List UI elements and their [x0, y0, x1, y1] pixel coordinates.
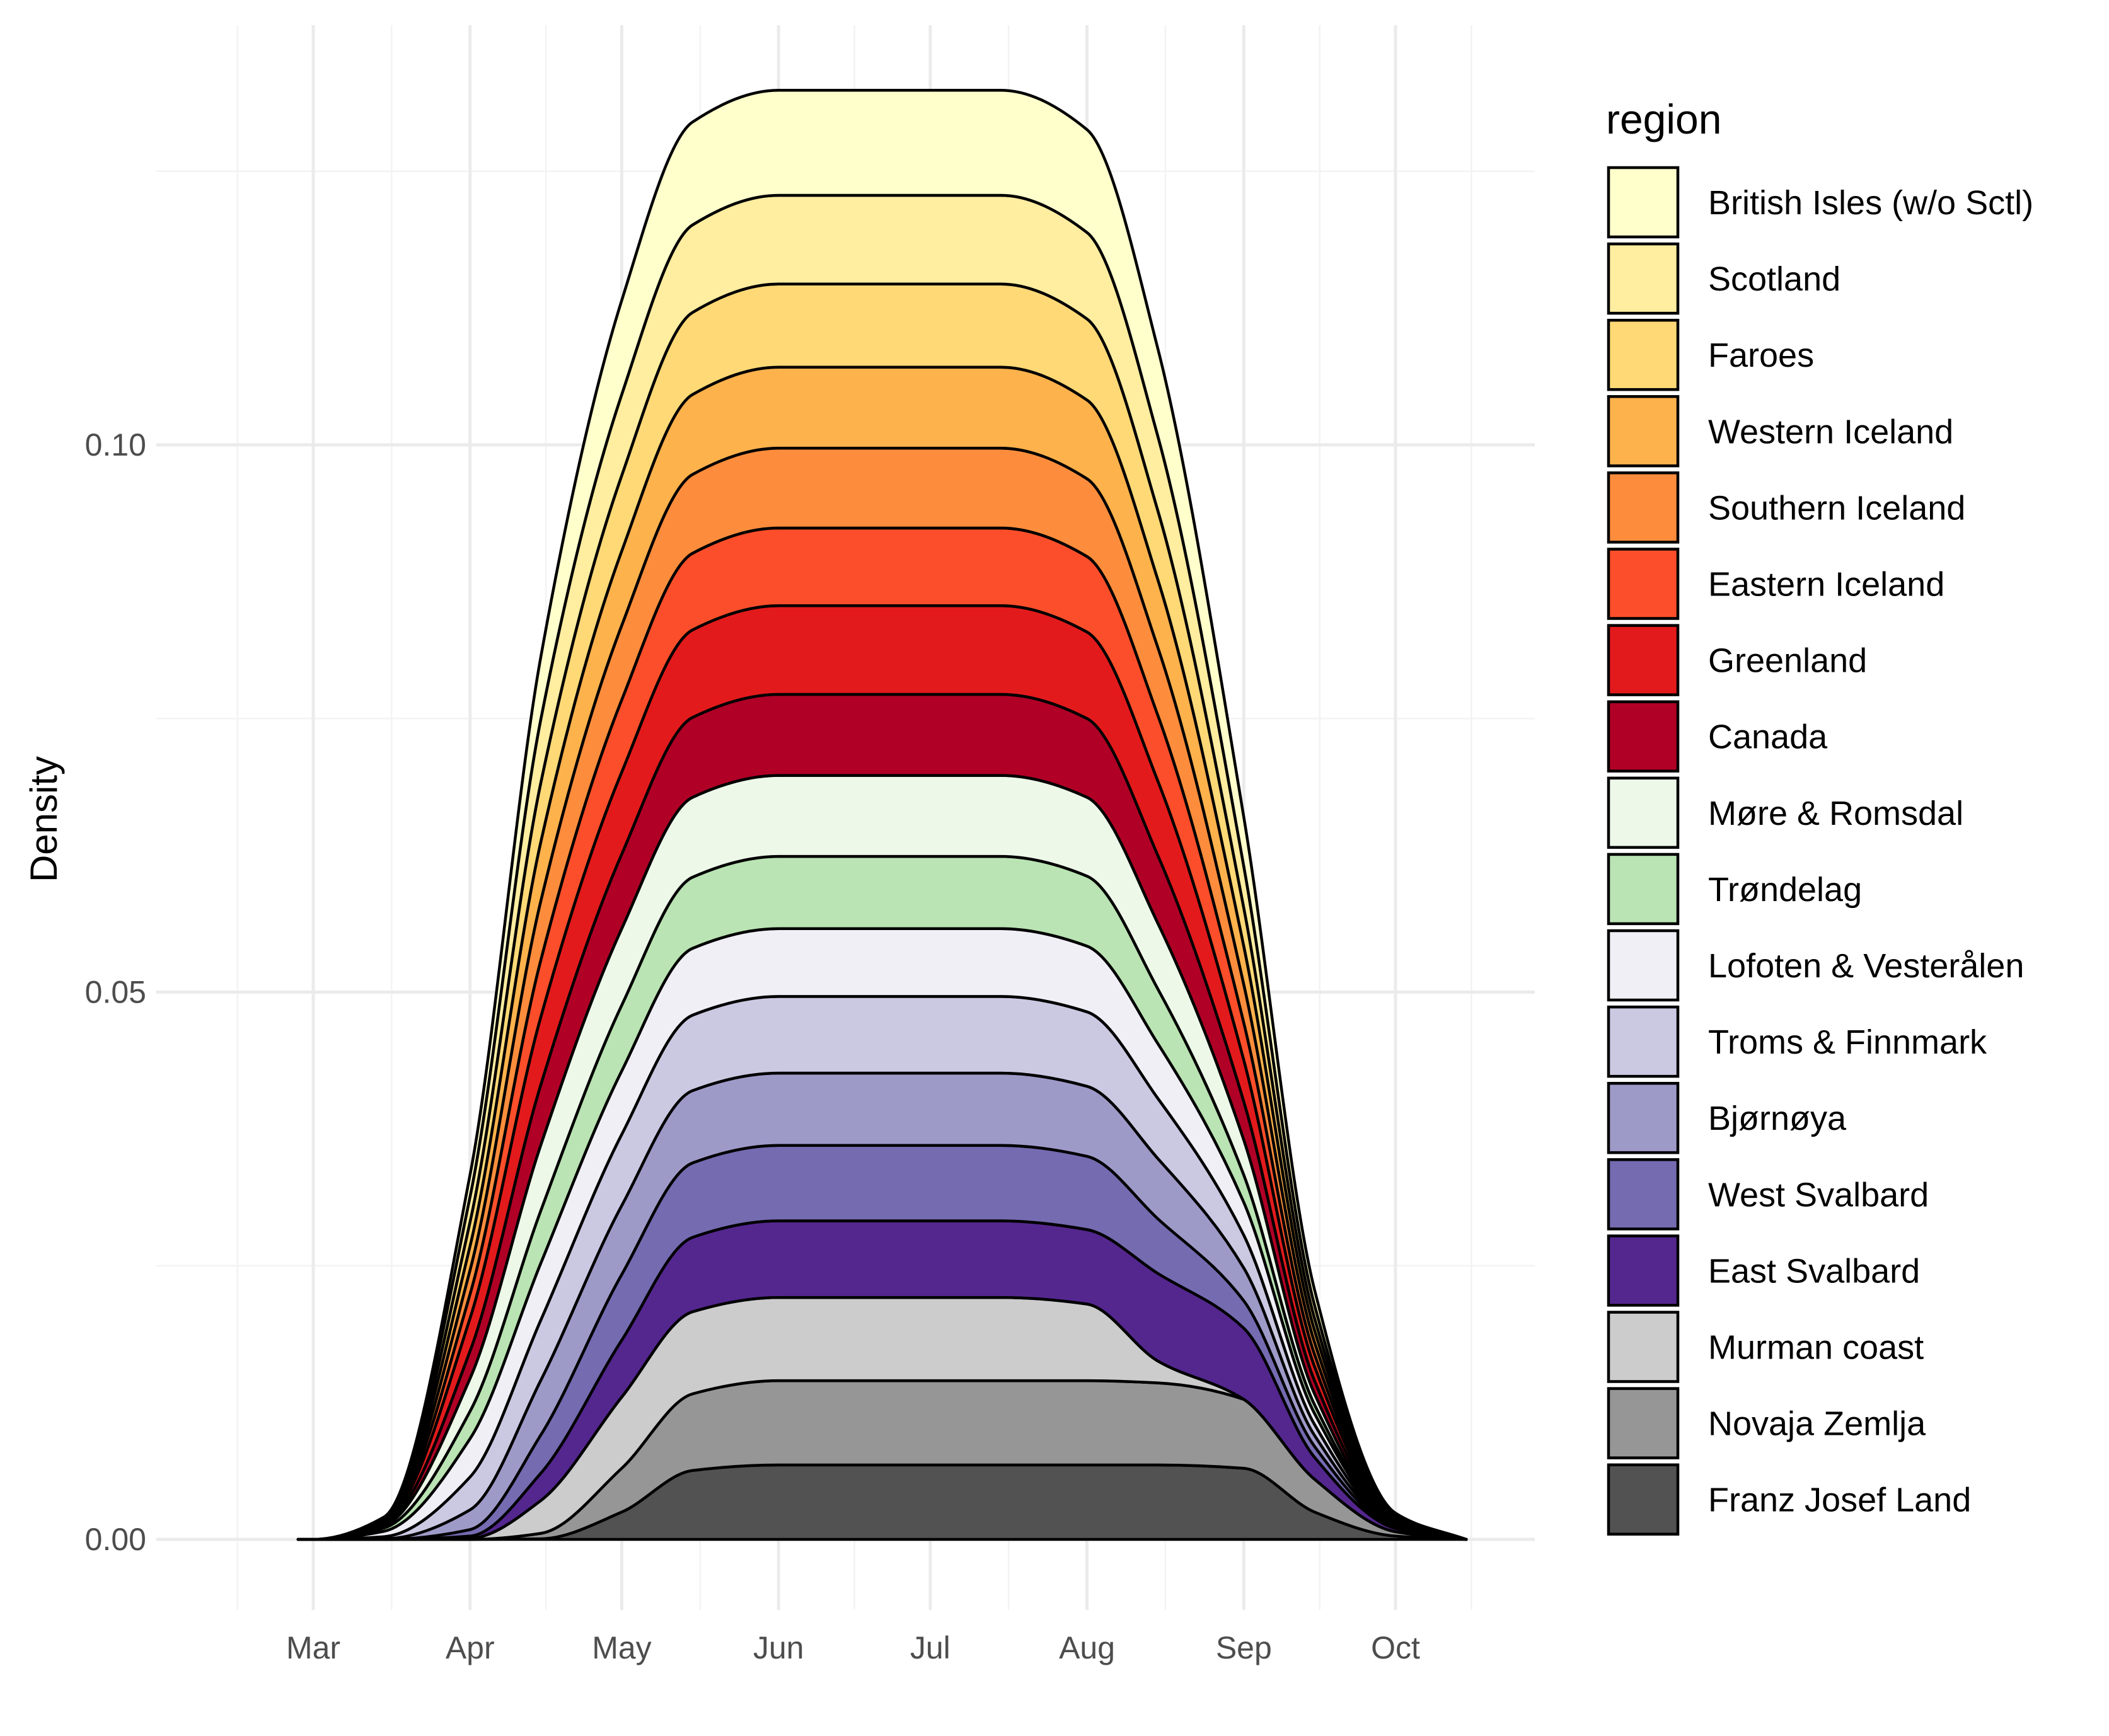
legend-key-east-svalbard	[1607, 1234, 1680, 1307]
plot-areas	[296, 88, 1468, 1541]
legend-key-m-re-romsdal	[1607, 776, 1680, 849]
legend-key-southern-iceland	[1607, 471, 1680, 544]
legend-key-lofoten-vester-len	[1607, 929, 1680, 1002]
legend-label-troms-finnmark: Troms & Finnmark	[1708, 1023, 1987, 1061]
x-tick-apr: Apr	[446, 1630, 495, 1665]
legend-key-eastern-iceland	[1607, 548, 1680, 620]
legend-label-m-re-romsdal: Møre & Romsdal	[1708, 795, 1963, 832]
legend-label-greenland: Greenland	[1708, 642, 1867, 680]
legend-key-bj-rn-ya	[1607, 1081, 1680, 1154]
legend: region British Isles (w/o Sctl) Scotland F…	[1606, 96, 2033, 1536]
legend-key-tr-ndelag	[1607, 853, 1680, 926]
y-tick-1: 0.05	[85, 975, 146, 1010]
x-tick-jun: Jun	[753, 1630, 804, 1665]
legend-label-franz-josef-land: Franz Josef Land	[1708, 1481, 1971, 1519]
legend-label-eastern-iceland: Eastern Iceland	[1708, 566, 1944, 604]
x-tick-oct: Oct	[1371, 1630, 1420, 1665]
legend-key-scotland	[1607, 242, 1680, 315]
legend-key-greenland	[1607, 624, 1680, 696]
legend-key-faroes	[1607, 318, 1680, 391]
legend-label-western-iceland: Western Iceland	[1708, 413, 1953, 451]
legend-label-murman-coast: Murman coast	[1708, 1329, 1924, 1367]
legend-label-british-isles-w-o-sctl: British Isles (w/o Sctl)	[1708, 184, 2033, 222]
legend-label-faroes: Faroes	[1708, 336, 1814, 374]
legend-key-troms-finnmark	[1607, 1005, 1680, 1078]
y-tick-2: 0.10	[85, 427, 146, 463]
y-axis-title: Density	[23, 756, 65, 882]
y-tick-0: 0.00	[85, 1522, 146, 1557]
legend-key-western-iceland	[1607, 395, 1680, 468]
x-tick-aug: Aug	[1059, 1630, 1115, 1665]
x-tick-may: May	[592, 1630, 651, 1665]
legend-key-british-isles-w-o-sctl	[1607, 166, 1680, 239]
legend-label-scotland: Scotland	[1708, 260, 1840, 298]
legend-label-novaja-zemlja: Novaja Zemlja	[1708, 1405, 1926, 1443]
area-british-isles-w-o-sctl	[296, 88, 1468, 1541]
legend-key-franz-josef-land	[1607, 1463, 1680, 1536]
legend-label-lofoten-vester-len: Lofoten & Vesterålen	[1708, 947, 2024, 985]
x-tick-sep: Sep	[1216, 1630, 1272, 1665]
legend-key-canada	[1607, 700, 1680, 773]
x-tick-jul: Jul	[910, 1630, 950, 1665]
legend-label-canada: Canada	[1708, 718, 1828, 756]
x-tick-mar: Mar	[286, 1630, 340, 1665]
legend-label-tr-ndelag: Trøndelag	[1708, 871, 1862, 909]
x-tick-labels: Mar Apr May Jun Jul Aug Sep Oct	[286, 1630, 1420, 1665]
legend-label-bj-rn-ya: Bjørnøya	[1708, 1100, 1847, 1137]
y-tick-labels: 0.00 0.05 0.10	[85, 427, 146, 1557]
legend-key-west-svalbard	[1607, 1158, 1680, 1231]
legend-key-novaja-zemlja	[1607, 1387, 1680, 1459]
legend-label-west-svalbard: West Svalbard	[1708, 1176, 1929, 1214]
legend-key-murman-coast	[1607, 1311, 1680, 1383]
legend-label-southern-iceland: Southern Iceland	[1708, 489, 1965, 527]
legend-title: region	[1606, 96, 1721, 142]
legend-label-east-svalbard: East Svalbard	[1708, 1252, 1920, 1290]
